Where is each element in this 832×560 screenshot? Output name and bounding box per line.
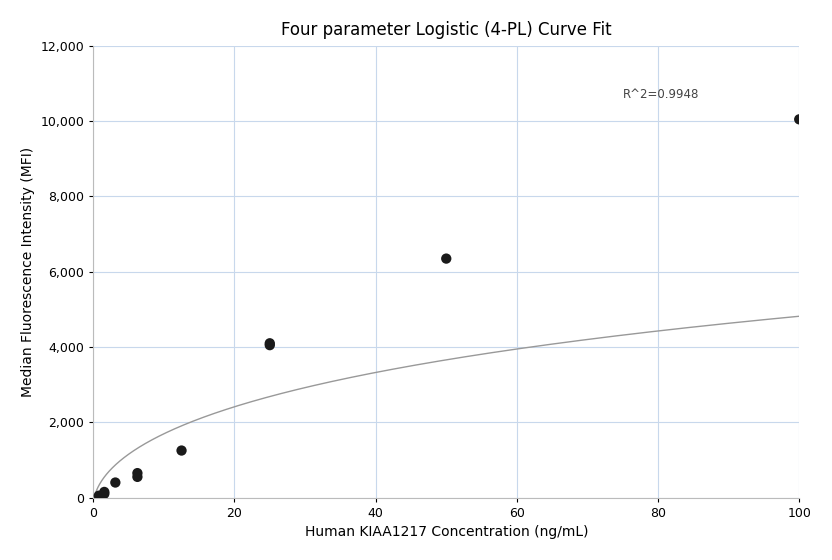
Point <box>263 339 276 348</box>
Point <box>131 469 144 478</box>
Point <box>175 446 188 455</box>
Point <box>97 489 111 498</box>
Point <box>109 478 122 487</box>
Point <box>263 340 276 349</box>
Y-axis label: Median Fluorescence Intensity (MFI): Median Fluorescence Intensity (MFI) <box>21 147 35 397</box>
Point <box>793 115 806 124</box>
Point <box>97 487 111 496</box>
Point <box>439 254 453 263</box>
Title: Four parameter Logistic (4-PL) Curve Fit: Four parameter Logistic (4-PL) Curve Fit <box>281 21 612 39</box>
Point <box>131 473 144 482</box>
Text: R^2=0.9948: R^2=0.9948 <box>622 87 699 100</box>
X-axis label: Human KIAA1217 Concentration (ng/mL): Human KIAA1217 Concentration (ng/mL) <box>305 525 588 539</box>
Point <box>92 491 106 500</box>
